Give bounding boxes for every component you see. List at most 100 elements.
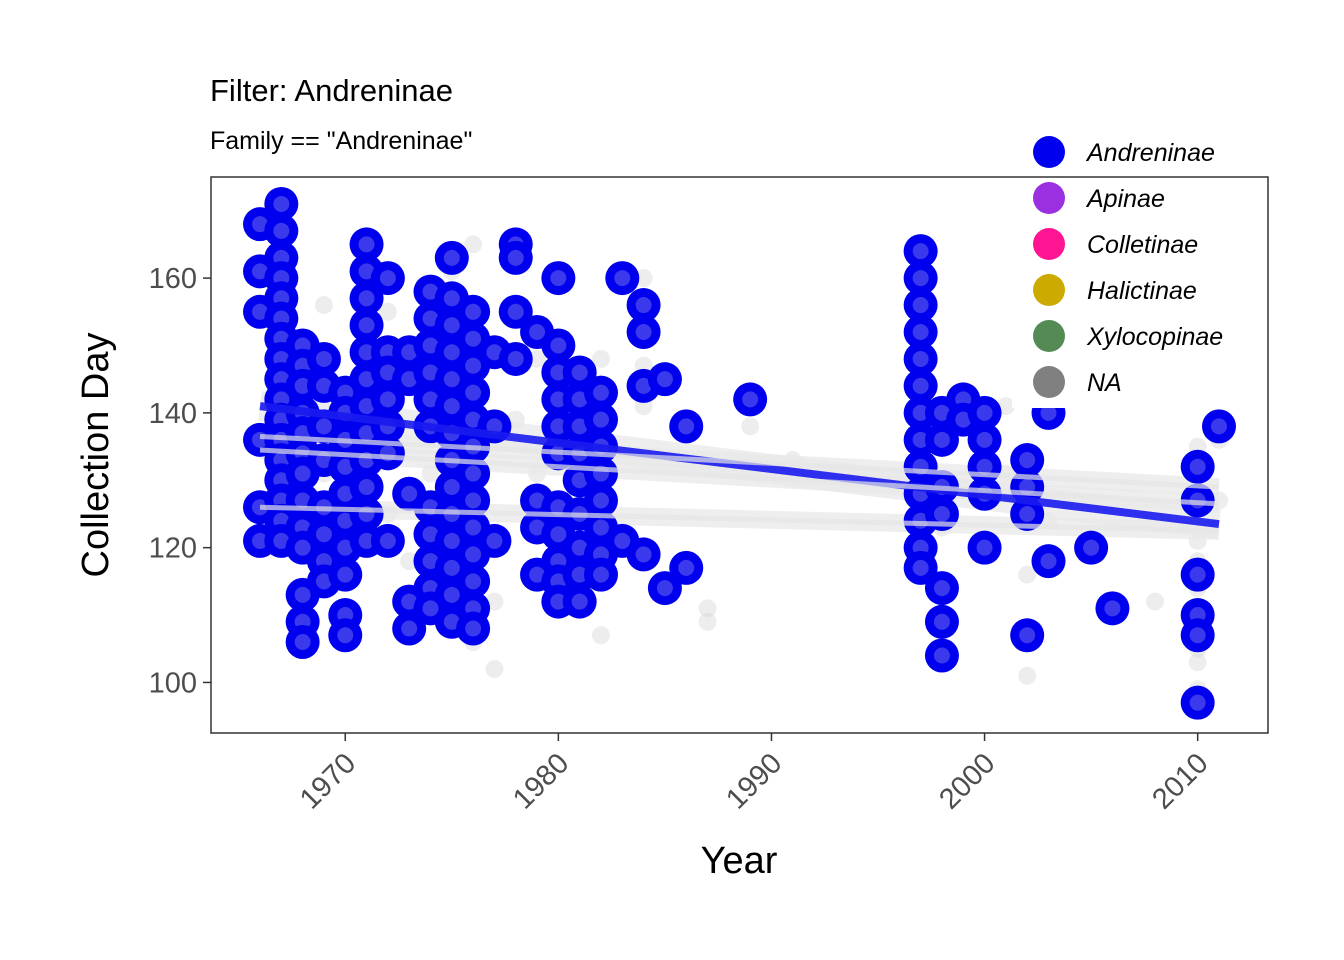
andreninae-point <box>903 341 938 376</box>
andreninae-point <box>285 625 320 660</box>
andreninae-point <box>264 213 299 248</box>
legend-swatch <box>1033 320 1065 352</box>
andreninae-point <box>903 368 938 403</box>
legend-entry: Apinae <box>1033 182 1165 214</box>
andreninae-point <box>456 564 491 599</box>
andreninae-point <box>349 308 384 343</box>
andreninae-point <box>1180 557 1215 592</box>
andreninae-point <box>1031 544 1066 579</box>
andreninae-point <box>370 523 405 558</box>
andreninae-point <box>477 523 512 558</box>
y-axis: 100 120 140 160 <box>149 263 211 699</box>
andreninae-point <box>924 638 959 673</box>
andreninae-point <box>647 362 682 397</box>
na-point <box>1018 565 1037 584</box>
andreninae-point <box>605 261 640 296</box>
y-tick-label: 160 <box>149 263 197 295</box>
x-tick-label: 1980 <box>507 747 575 815</box>
grey-trend-line <box>259 433 1220 490</box>
na-point <box>314 296 333 315</box>
andreninae-point <box>562 355 597 390</box>
legend-entry: Andreninae <box>1033 136 1215 168</box>
andreninae-point <box>583 483 618 518</box>
andreninae-point <box>541 328 576 363</box>
na-point <box>634 269 653 288</box>
plot-border <box>210 176 1269 734</box>
andreninae-point <box>456 294 491 329</box>
andreninae-point <box>924 604 959 639</box>
andreninae-point <box>328 618 363 653</box>
x-tick-label: 2000 <box>933 747 1001 815</box>
legend-entry: Xylocopinae <box>1033 320 1223 352</box>
x-tick-label: 1990 <box>720 747 788 815</box>
y-tick-label: 100 <box>149 667 197 699</box>
andreninae-point <box>967 530 1002 565</box>
andreninae-point <box>1010 443 1045 478</box>
andreninae-point <box>349 281 384 316</box>
andreninae-point <box>903 315 938 350</box>
andreninae-point <box>498 240 533 275</box>
na-point <box>1146 592 1165 611</box>
andreninae-point <box>733 382 768 417</box>
andreninae-point <box>498 294 533 329</box>
andreninae-point <box>903 234 938 269</box>
legend-label: NA <box>1087 369 1122 397</box>
legend: Andreninae Apinae Colletinae Halictinae Xylo… <box>1012 130 1248 408</box>
legend-label: Apinae <box>1085 185 1165 213</box>
andreninae-point <box>924 422 959 457</box>
andreninae-point <box>903 288 938 323</box>
andreninae-point <box>306 341 341 376</box>
na-point <box>591 626 610 645</box>
andreninae-point <box>967 395 1002 430</box>
andreninae-point <box>1180 685 1215 720</box>
andreninae-point <box>349 227 384 262</box>
na-point <box>528 349 547 368</box>
na-point <box>1018 666 1037 685</box>
na-point <box>485 659 504 678</box>
andreninae-point <box>434 240 469 275</box>
andreninae-point <box>967 422 1002 457</box>
andreninae-point <box>669 409 704 444</box>
plot-area <box>243 186 1236 720</box>
na-point <box>698 612 717 631</box>
na-point <box>698 599 717 618</box>
legend-swatch <box>1033 274 1065 306</box>
andreninae-point <box>583 402 618 437</box>
andreninae-point <box>370 382 405 417</box>
x-tick-label: 2010 <box>1146 747 1214 815</box>
andreninae-trend-line <box>259 402 1220 529</box>
na-point <box>741 417 760 436</box>
grey-trend-line <box>259 504 1220 534</box>
y-tick-label: 140 <box>149 398 197 430</box>
x-axis: 1970 1980 1990 2000 2010 <box>294 733 1215 816</box>
andreninae-point <box>456 483 491 518</box>
andreninae-point <box>562 584 597 619</box>
andreninae-point <box>626 537 661 572</box>
andreninae-point <box>456 611 491 646</box>
andreninae-point <box>583 375 618 410</box>
andreninae-point <box>1095 591 1130 626</box>
andreninae-point <box>626 288 661 323</box>
chart-subtitle: Family == "Andreninae" <box>210 127 472 155</box>
legend-label: Halictinae <box>1087 277 1197 305</box>
legend-swatch <box>1033 136 1065 168</box>
andreninae-point <box>264 186 299 221</box>
y-axis-title: Collection Day <box>75 333 117 578</box>
na-point <box>1188 653 1207 672</box>
andreninae-point <box>456 375 491 410</box>
legend-swatch <box>1033 366 1065 398</box>
grey-trend-line <box>259 447 1220 507</box>
y-tick-label: 120 <box>149 533 197 565</box>
andreninae-point <box>1201 409 1236 444</box>
legend-entry: Colletinae <box>1033 228 1198 260</box>
andreninae-point <box>626 315 661 350</box>
legend-label: Andreninae <box>1085 139 1215 167</box>
andreninae-point <box>370 261 405 296</box>
andreninae-point <box>583 557 618 592</box>
andreninae-point <box>924 571 959 606</box>
legend-entry: Halictinae <box>1033 274 1197 306</box>
trend-lines-layer <box>259 402 1220 534</box>
x-tick-label: 1970 <box>294 747 362 815</box>
andreninae-point <box>903 550 938 585</box>
andreninae-point <box>349 470 384 505</box>
